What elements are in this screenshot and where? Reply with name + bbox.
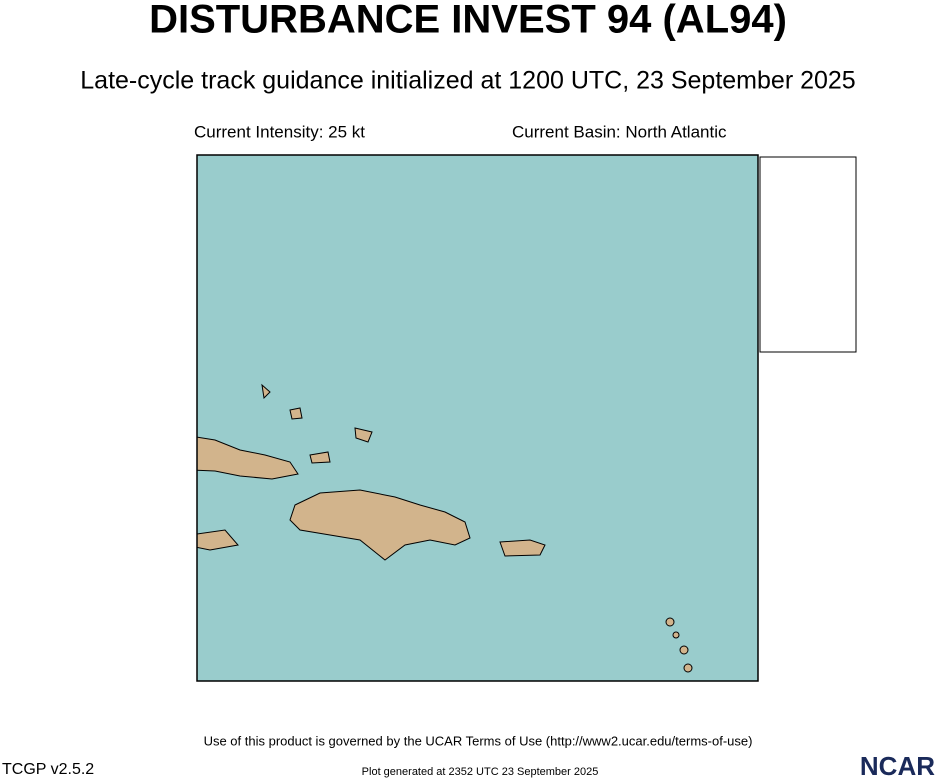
ocean [197,155,758,681]
subtitle: Late-cycle track guidance initialized at… [80,67,855,95]
intensity: Current Intensity: 25 kt [194,122,365,141]
logo: NCAR [860,751,935,780]
land [197,383,693,673]
terms: Use of this product is governed by the U… [204,733,753,748]
map-frame [196,154,759,682]
version: TCGP v2.5.2 [2,761,94,778]
legend-box [759,156,857,353]
title: DISTURBANCE INVEST 94 (AL94) [149,0,787,42]
generated: Plot generated at 2352 UTC 23 September … [362,766,599,778]
basin: Current Basin: North Atlantic [512,122,727,141]
